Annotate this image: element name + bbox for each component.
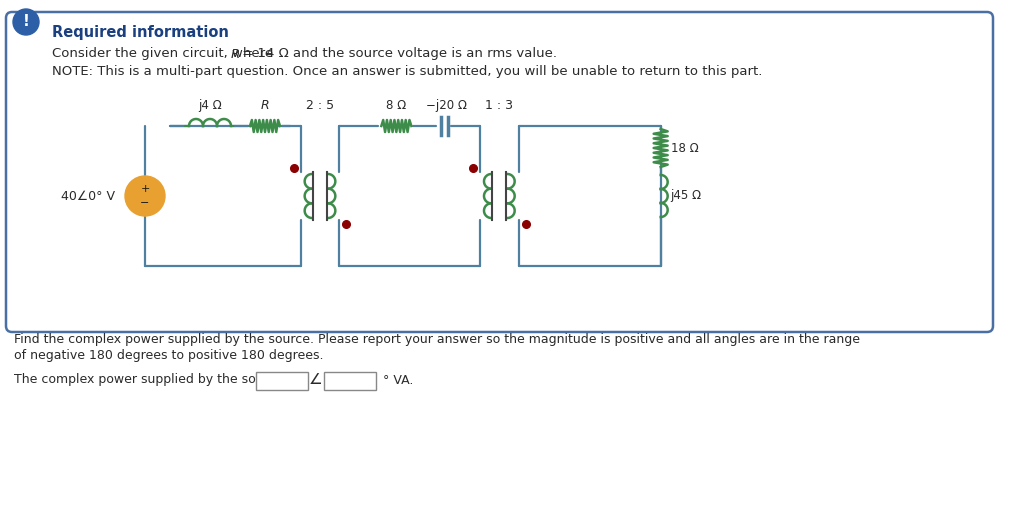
FancyBboxPatch shape	[6, 12, 993, 332]
Text: j45 Ω: j45 Ω	[671, 189, 701, 202]
Text: Find the complex power supplied by the source. Please report your answer so the : Find the complex power supplied by the s…	[14, 332, 860, 346]
Text: R: R	[261, 99, 269, 112]
Text: +: +	[140, 184, 150, 194]
Text: Consider the given circuit, where: Consider the given circuit, where	[52, 47, 278, 60]
Text: R: R	[230, 47, 240, 60]
FancyBboxPatch shape	[256, 372, 308, 390]
Text: Required information: Required information	[52, 25, 229, 40]
Text: 18 Ω: 18 Ω	[671, 141, 698, 154]
FancyBboxPatch shape	[324, 372, 376, 390]
Text: ∠: ∠	[309, 373, 323, 388]
Text: 1 : 3: 1 : 3	[485, 99, 513, 112]
Text: −: −	[140, 198, 150, 208]
Circle shape	[125, 176, 165, 216]
Text: −j20 Ω: −j20 Ω	[426, 99, 467, 112]
Text: NOTE: This is a multi-part question. Once an answer is submitted, you will be un: NOTE: This is a multi-part question. Onc…	[52, 64, 763, 77]
Text: 40∠0° V: 40∠0° V	[61, 189, 115, 202]
Text: 8 Ω: 8 Ω	[386, 99, 407, 112]
Text: !: !	[23, 14, 30, 29]
Text: j4 Ω: j4 Ω	[198, 99, 222, 112]
Text: of negative 180 degrees to positive 180 degrees.: of negative 180 degrees to positive 180 …	[14, 349, 324, 363]
Text: 2 : 5: 2 : 5	[306, 99, 334, 112]
Text: ° VA.: ° VA.	[383, 374, 414, 386]
Text: = 14 Ω and the source voltage is an rms value.: = 14 Ω and the source voltage is an rms …	[239, 47, 557, 60]
Text: The complex power supplied by the source is: The complex power supplied by the source…	[14, 374, 297, 386]
Circle shape	[13, 9, 39, 35]
